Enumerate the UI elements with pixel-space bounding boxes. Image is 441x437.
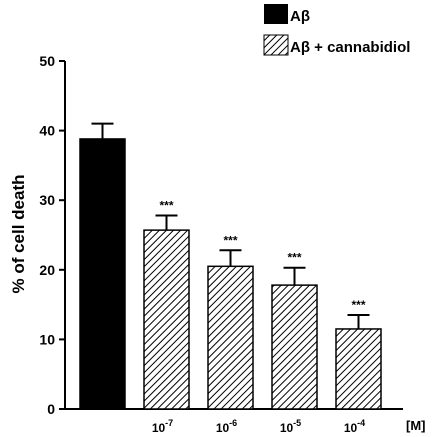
y-ticks: 0 10 20 30 40 50 [39, 53, 65, 417]
x-tick-exponent: -6 [229, 418, 237, 428]
x-tick-base: 10 [152, 421, 166, 435]
y-tick-label: 30 [39, 192, 55, 208]
significance-label: *** [351, 298, 365, 312]
legend-label-abeta: Aβ [290, 8, 310, 25]
y-tick-label: 40 [39, 123, 55, 139]
legend-label-abeta-cannabidiol: Aβ + cannabidiol [290, 39, 410, 56]
legend-swatch-solid [264, 4, 288, 24]
x-tick-exponent: -7 [165, 418, 173, 428]
x-tick-label: 10-6 [216, 418, 237, 435]
y-axis-label: % of cell death [9, 174, 28, 293]
x-tick-label: 10-5 [280, 418, 301, 435]
legend: Aβ Aβ + cannabidiol [263, 4, 410, 56]
x-tick-exponent: -4 [357, 418, 365, 428]
x-ticks: 10-7 10-6 10-5 10-4 [152, 418, 365, 435]
x-axis-unit: [M] [406, 418, 426, 433]
bars: *** *** *** *** [79, 122, 382, 410]
bar-3 [271, 284, 318, 410]
y-tick-label: 0 [47, 401, 55, 417]
significance-label: *** [287, 251, 301, 265]
x-tick-base: 10 [344, 421, 358, 435]
x-tick-exponent: -5 [293, 418, 301, 428]
bar-4 [335, 328, 382, 410]
y-tick-label: 20 [39, 262, 55, 278]
significance-label: *** [159, 199, 173, 213]
bar-2 [207, 265, 254, 410]
x-tick-label: 10-7 [152, 418, 173, 435]
y-tick-label: 10 [39, 331, 55, 347]
x-tick-label: 10-4 [344, 418, 365, 435]
y-tick-label: 50 [39, 53, 55, 69]
x-tick-base: 10 [280, 421, 294, 435]
x-tick-base: 10 [216, 421, 230, 435]
bar-0 [79, 138, 126, 410]
legend-swatch-hatched [263, 34, 289, 56]
significance-label: *** [223, 233, 237, 247]
bar-1 [143, 229, 190, 410]
